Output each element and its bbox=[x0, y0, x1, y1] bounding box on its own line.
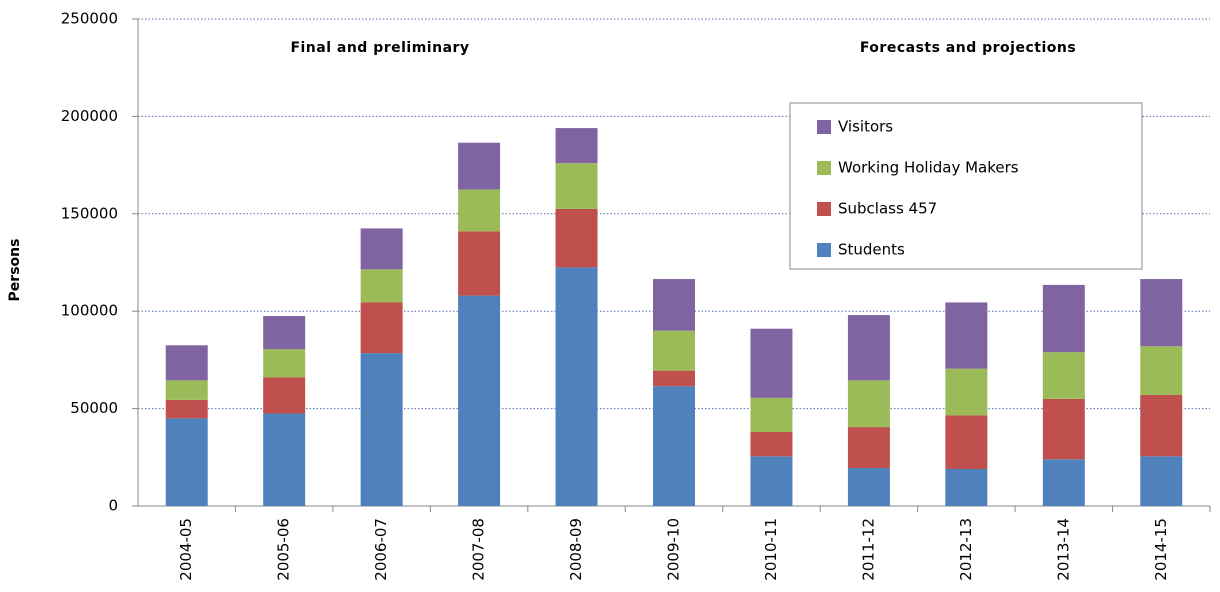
bar-segment bbox=[458, 189, 501, 232]
bar-segment bbox=[847, 380, 890, 428]
legend-swatch bbox=[817, 243, 831, 257]
bar-segment bbox=[263, 413, 306, 506]
bar-segment bbox=[1140, 279, 1183, 347]
bar-segment bbox=[945, 368, 988, 416]
y-tick-label: 0 bbox=[108, 497, 118, 515]
y-tick-label: 200000 bbox=[61, 107, 118, 125]
x-tick-label: 2011-12 bbox=[859, 518, 877, 581]
bar-segment bbox=[1140, 456, 1183, 506]
bar-segment bbox=[847, 427, 890, 469]
bar-segment bbox=[555, 267, 598, 506]
bar-segment bbox=[653, 386, 695, 506]
bar-segment bbox=[847, 315, 890, 381]
y-tick-label: 150000 bbox=[61, 204, 118, 222]
y-tick-label: 250000 bbox=[61, 10, 118, 28]
legend-label: Subclass 457 bbox=[838, 200, 937, 218]
bar-segment bbox=[1042, 459, 1085, 506]
legend-label: Visitors bbox=[838, 118, 893, 136]
bar-segment bbox=[263, 316, 306, 350]
x-tick-label: 2014-15 bbox=[1152, 518, 1170, 581]
bar-segment bbox=[263, 377, 306, 414]
bar-segment bbox=[555, 128, 598, 164]
x-tick-label: 2006-07 bbox=[372, 518, 390, 581]
bar-segment bbox=[945, 415, 988, 469]
legend-swatch bbox=[817, 120, 831, 134]
bar-segment bbox=[847, 468, 890, 506]
legend-label: Students bbox=[838, 241, 905, 259]
x-tick-label: 2009-10 bbox=[665, 518, 683, 581]
x-tick-label: 2004-05 bbox=[177, 518, 195, 581]
bar-segment bbox=[360, 302, 403, 354]
bar-segment bbox=[165, 345, 208, 381]
x-tick-label: 2008-09 bbox=[567, 518, 585, 581]
bar-segment bbox=[263, 349, 306, 378]
bar-segment bbox=[555, 163, 598, 209]
y-tick-label: 50000 bbox=[70, 399, 118, 417]
bar-segment bbox=[750, 431, 793, 457]
bar-segment bbox=[555, 208, 598, 268]
bar-segment bbox=[750, 328, 793, 398]
bar-segment bbox=[1140, 346, 1183, 395]
x-tick-label: 2010-11 bbox=[762, 518, 780, 581]
x-tick-label: 2005-06 bbox=[275, 518, 293, 581]
bar-segment bbox=[1042, 352, 1085, 399]
bar-segment bbox=[165, 418, 208, 506]
bar-segment bbox=[458, 295, 501, 506]
bar-segment bbox=[653, 330, 695, 371]
bar-segment bbox=[458, 231, 501, 296]
x-tick-label: 2012-13 bbox=[957, 518, 975, 581]
y-axis-label: Persons bbox=[7, 239, 23, 302]
x-tick-label: 2007-08 bbox=[470, 518, 488, 581]
legend-box bbox=[789, 102, 1143, 270]
bar-segment bbox=[945, 468, 988, 506]
legend-swatch bbox=[817, 161, 831, 175]
bar-segment bbox=[360, 228, 403, 270]
bar-segment bbox=[165, 399, 208, 419]
bar-segment bbox=[653, 279, 695, 331]
bar-segment bbox=[750, 456, 793, 506]
bar-segment bbox=[360, 269, 403, 303]
bar-segment bbox=[750, 397, 793, 432]
legend-swatch bbox=[817, 202, 831, 216]
bar-segment bbox=[1140, 394, 1183, 457]
bar-segment bbox=[165, 380, 208, 400]
x-tick-label: 2013-14 bbox=[1054, 518, 1072, 581]
bar-segment bbox=[1042, 398, 1085, 460]
annotation: Forecasts and projections bbox=[860, 40, 1076, 56]
bar-segment bbox=[653, 370, 695, 387]
bar-segment bbox=[458, 142, 501, 190]
bar-segment bbox=[945, 302, 988, 369]
bar-segment bbox=[1042, 284, 1085, 353]
annotation: Final and preliminary bbox=[290, 40, 469, 56]
bar-segment bbox=[360, 353, 403, 506]
y-tick-label: 100000 bbox=[61, 302, 118, 320]
legend-label: Working Holiday Makers bbox=[838, 159, 1019, 177]
